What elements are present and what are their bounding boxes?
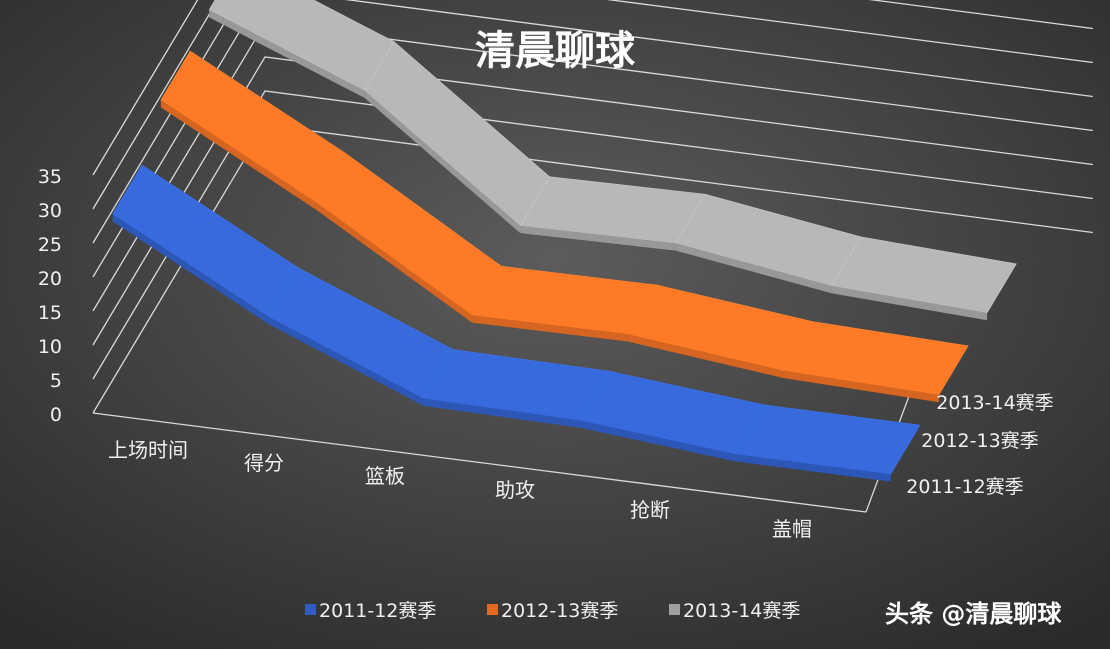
category-label: 抢断 xyxy=(630,498,670,522)
legend-swatch xyxy=(669,604,680,615)
series-axis-label: 2011-12赛季 xyxy=(906,476,1023,498)
series-ribbons xyxy=(112,0,1017,482)
ribbon-front-segment xyxy=(831,285,988,321)
category-label: 助攻 xyxy=(495,478,535,502)
gridline xyxy=(92,90,1093,380)
ribbon-front-segment xyxy=(579,420,736,462)
category-label: 盖帽 xyxy=(772,517,812,541)
y-tick-label: 15 xyxy=(38,302,62,324)
ribbon-front-segment xyxy=(520,225,676,251)
y-tick-label: 35 xyxy=(38,166,62,188)
ribbon-front-segment xyxy=(423,398,580,428)
ribbon-front-segment xyxy=(675,243,832,294)
y-tick-label: 0 xyxy=(50,404,62,426)
y-tick-label: 5 xyxy=(50,370,62,392)
category-label: 篮板 xyxy=(365,464,405,488)
y-tick-label: 10 xyxy=(38,336,62,358)
ribbon-front-segment xyxy=(783,370,939,403)
watermark-text: 头条 @清晨聊球 xyxy=(885,600,1062,628)
legend-swatch xyxy=(305,604,316,615)
y-tick-label: 20 xyxy=(38,268,62,290)
series-axis-label: 2012-13赛季 xyxy=(921,430,1038,452)
legend-label: 2012-13赛季 xyxy=(501,600,618,622)
gridline xyxy=(92,0,1093,244)
series-ribbon xyxy=(208,0,1017,321)
ribbon-front-segment xyxy=(112,213,269,324)
category-label: 上场时间 xyxy=(108,438,188,462)
gridline xyxy=(92,56,1093,346)
ribbon-front-segment xyxy=(209,9,365,99)
series-ribbon xyxy=(112,164,921,482)
category-label: 得分 xyxy=(244,451,284,475)
ribbon-top-segment xyxy=(734,404,921,475)
series-axis-label: 2013-14赛季 xyxy=(936,392,1053,414)
category-axis-line xyxy=(92,412,867,513)
legend-swatch xyxy=(487,604,498,615)
ribbon-front-segment xyxy=(472,315,628,342)
legend-label: 2011-12赛季 xyxy=(319,600,436,622)
y-tick-label: 30 xyxy=(38,200,62,222)
ribbon-front-segment xyxy=(268,316,424,407)
ribbon-front-segment xyxy=(364,90,521,234)
legend-label: 2013-14赛季 xyxy=(683,600,800,622)
gridline xyxy=(92,0,199,176)
gridline xyxy=(92,0,1093,210)
y-tick-label: 25 xyxy=(38,234,62,256)
ribbon-front-segment xyxy=(316,202,473,323)
ribbon-front-segment xyxy=(160,100,317,210)
legend: 2011-12赛季 2012-13赛季 2013-14赛季 xyxy=(305,600,800,622)
ribbon-top-segment xyxy=(831,236,1017,314)
ribbon-front-segment xyxy=(627,334,784,379)
ribbon-front-segment xyxy=(735,453,891,482)
series-ribbon xyxy=(160,50,969,403)
chart-title: 清晨聊球 xyxy=(475,28,636,74)
